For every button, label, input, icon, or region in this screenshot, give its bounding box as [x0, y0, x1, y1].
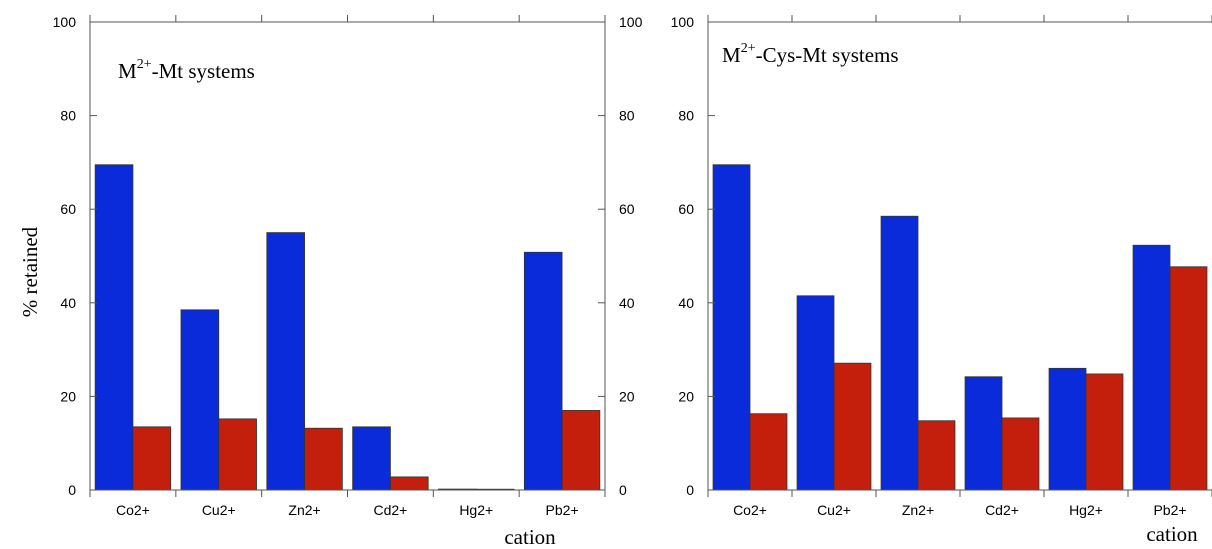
panel-annotation: M2+-Cys-Mt systems	[722, 41, 899, 67]
x-tick-label: Co2+	[116, 502, 150, 518]
bar-series-1-cu2plus	[796, 295, 835, 491]
chart-panel-1: 0 0 20 20 40 40 60 60 80 80 100 100 Co2+ Cu2+ Zn2+ Cd2+…	[18, 14, 667, 549]
y-tick-label: 0	[686, 482, 694, 498]
y-tick-label: 0	[68, 482, 76, 498]
y-axis-title-right: % retained	[643, 227, 667, 318]
y-tick-label-right: 40	[619, 295, 635, 311]
bar-series-2-cd2plus	[1001, 417, 1040, 491]
annotation-suffix: -Cys-Mt systems	[756, 43, 899, 67]
panel-annotation: M2+-Mt systems	[118, 57, 255, 83]
x-axis-title: cation	[1146, 522, 1198, 546]
x-tick-label: Pb2+	[546, 502, 579, 518]
y-tick-label: 40	[60, 295, 76, 311]
bar-series-2-pb2plus	[1169, 266, 1208, 491]
x-tick-label: Co2+	[733, 502, 767, 518]
x-tick-label: Cu2+	[202, 502, 236, 518]
y-axis-title: % retained	[18, 226, 42, 317]
x-tick-label: Zn2+	[288, 502, 320, 518]
x-axis-title: cation	[504, 525, 556, 549]
y-tick-label: 60	[678, 201, 694, 217]
y-tick-label: 40	[678, 295, 694, 311]
bar-series-2-cu2plus	[833, 362, 872, 491]
bar-series-2-hg2plus	[1085, 373, 1124, 491]
x-tick-label: Cu2+	[817, 502, 851, 518]
x-tick-label: Pb2+	[1153, 502, 1186, 518]
y-tick-label-right: 80	[619, 108, 635, 124]
bar-series-1-hg2plus	[1048, 367, 1087, 491]
x-tick-label: Cd2+	[373, 502, 407, 518]
bar-series-2-co2plus	[749, 413, 788, 491]
annotation-suffix: -Mt systems	[152, 59, 255, 83]
annotation-superscript: 2+	[741, 41, 756, 56]
y-tick-label: 100	[671, 14, 695, 30]
bar-series-2-cu2plus	[218, 418, 257, 491]
y-tick-label: 100	[53, 14, 77, 30]
bar-series-2-co2plus	[132, 426, 172, 491]
y-tick-label-right: 100	[619, 14, 643, 30]
annotation-superscript: 2+	[137, 57, 152, 72]
y-tick-label-right: 0	[619, 482, 627, 498]
bar-series-1-cu2plus	[180, 309, 220, 491]
bar-series-1-pb2plus	[523, 251, 563, 491]
y-tick-label: 20	[60, 388, 76, 404]
annotation-prefix: M	[118, 59, 137, 83]
y-tick-label: 60	[60, 201, 76, 217]
bar-series-1-co2plus	[712, 164, 751, 491]
chart-panel-2: 0 20 40 60 80 100 Co2+ Cu2+ Zn2+ Cd2+ Hg2+ Pb2+ M2+-…	[671, 14, 1212, 546]
bar-series-1-cd2plus	[352, 426, 391, 491]
bar-series-2-pb2plus	[561, 410, 601, 491]
x-tick-label: Hg2+	[1069, 502, 1103, 518]
bar-series-1-co2plus	[94, 164, 134, 491]
bar-series-1-zn2plus	[880, 215, 919, 491]
bar-series-2-cd2plus	[390, 476, 429, 491]
y-tick-label-right: 20	[619, 388, 635, 404]
bar-series-1-zn2plus	[266, 232, 305, 491]
x-tick-label: Cd2+	[985, 502, 1019, 518]
bar-series-1-cd2plus	[964, 376, 1003, 491]
x-tick-label: Zn2+	[902, 502, 934, 518]
y-tick-label: 20	[678, 388, 694, 404]
bar-series-2-zn2plus	[917, 420, 956, 491]
y-tick-label-right: 60	[619, 201, 635, 217]
bar-series-1-pb2plus	[1132, 244, 1171, 491]
x-tick-label: Hg2+	[459, 502, 493, 518]
y-tick-label: 80	[678, 108, 694, 124]
annotation-prefix: M	[722, 43, 741, 67]
y-tick-label: 80	[60, 108, 76, 124]
bar-series-2-zn2plus	[304, 427, 343, 491]
